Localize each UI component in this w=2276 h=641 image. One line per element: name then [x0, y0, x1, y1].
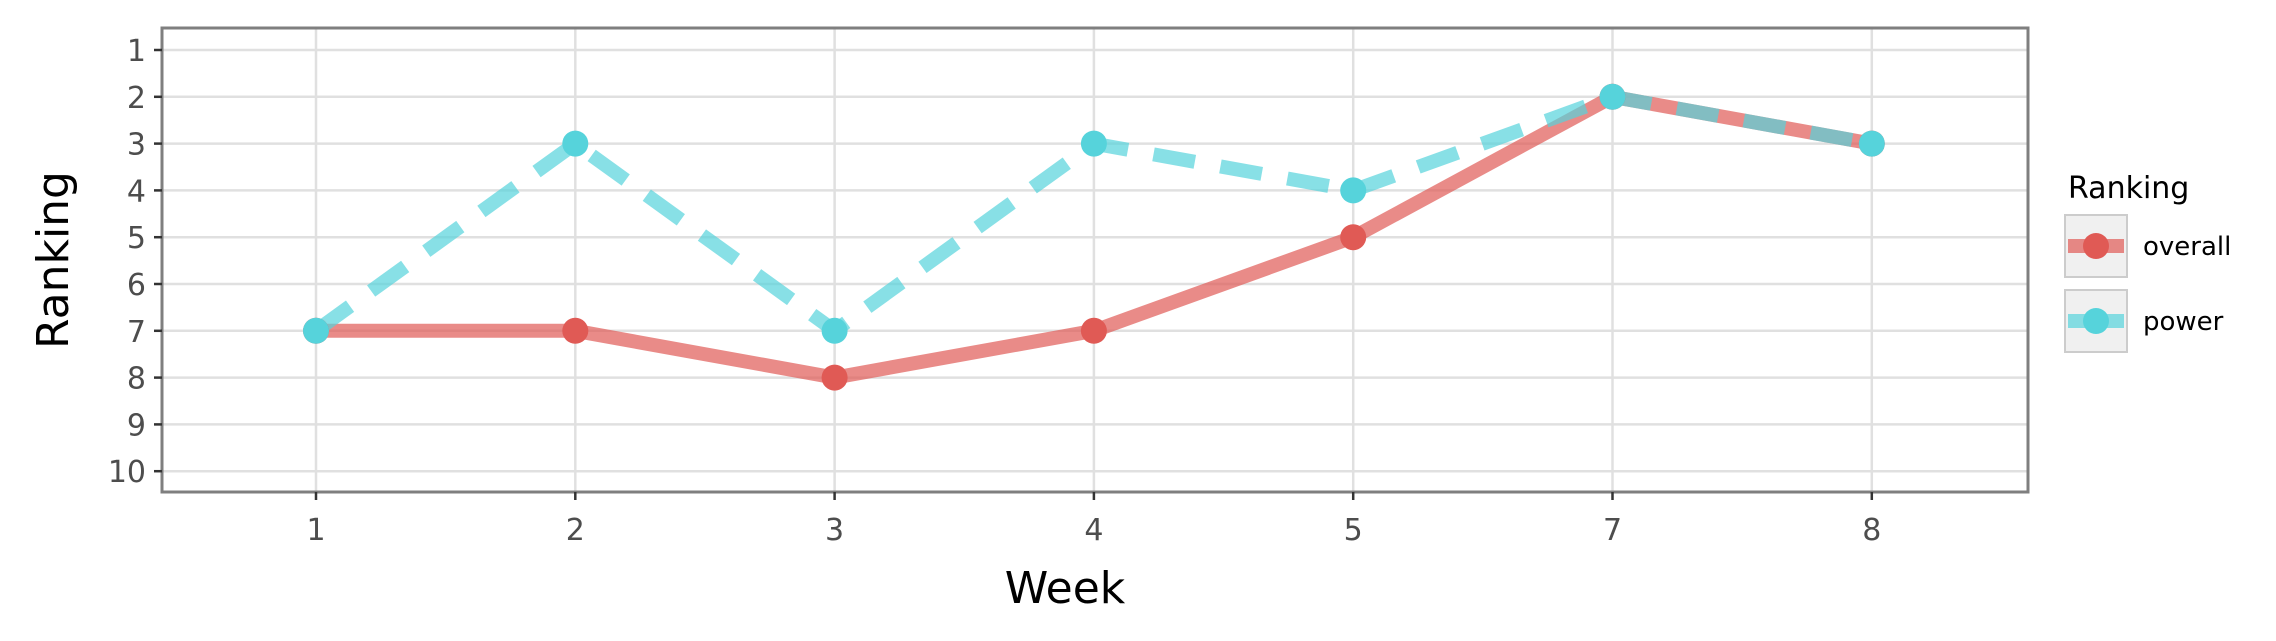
legend: Ranking overall power — [2064, 171, 2231, 353]
y-tick-label: 1 — [127, 34, 146, 69]
point-power — [562, 130, 589, 157]
x-tick-label: 7 — [1603, 513, 1622, 548]
point-power — [1858, 130, 1885, 157]
point-power — [1080, 130, 1107, 157]
x-tick-label: 8 — [1862, 513, 1881, 548]
y-tick-label: 9 — [127, 408, 146, 443]
y-tick-label: 2 — [127, 81, 146, 116]
point-power — [1340, 177, 1367, 204]
point-overall — [1080, 317, 1107, 344]
point-overall — [821, 364, 848, 391]
y-tick-label: 8 — [127, 362, 146, 397]
legend-label-overall: overall — [2143, 232, 2231, 262]
x-axis-title: Week — [1005, 563, 1126, 614]
x-tick-label: 5 — [1344, 513, 1363, 548]
legend-point-power — [2083, 308, 2109, 334]
point-power — [821, 317, 848, 344]
y-tick-label: 7 — [127, 315, 146, 350]
x-axis: 1 2 3 4 5 7 8 — [306, 492, 1881, 548]
x-tick-label: 1 — [306, 513, 325, 548]
x-tick-label: 4 — [1084, 513, 1103, 548]
y-tick-label: 4 — [127, 174, 146, 209]
x-tick-label: 3 — [825, 513, 844, 548]
x-tick-label: 2 — [566, 513, 585, 548]
legend-label-power: power — [2143, 307, 2224, 337]
y-tick-label: 5 — [127, 221, 146, 256]
point-power — [303, 317, 329, 344]
y-axis-title: Ranking — [28, 171, 79, 349]
y-tick-label: 6 — [127, 268, 146, 303]
series-points — [303, 83, 1885, 391]
legend-title: Ranking — [2068, 171, 2189, 206]
point-overall — [562, 317, 589, 344]
point-power — [1599, 83, 1626, 110]
y-tick-label: 10 — [108, 455, 146, 490]
point-overall — [1340, 224, 1367, 251]
y-tick-label: 3 — [127, 128, 146, 163]
legend-point-overall — [2083, 233, 2109, 259]
y-axis: 1 2 3 4 5 6 7 8 9 10 — [108, 34, 162, 490]
